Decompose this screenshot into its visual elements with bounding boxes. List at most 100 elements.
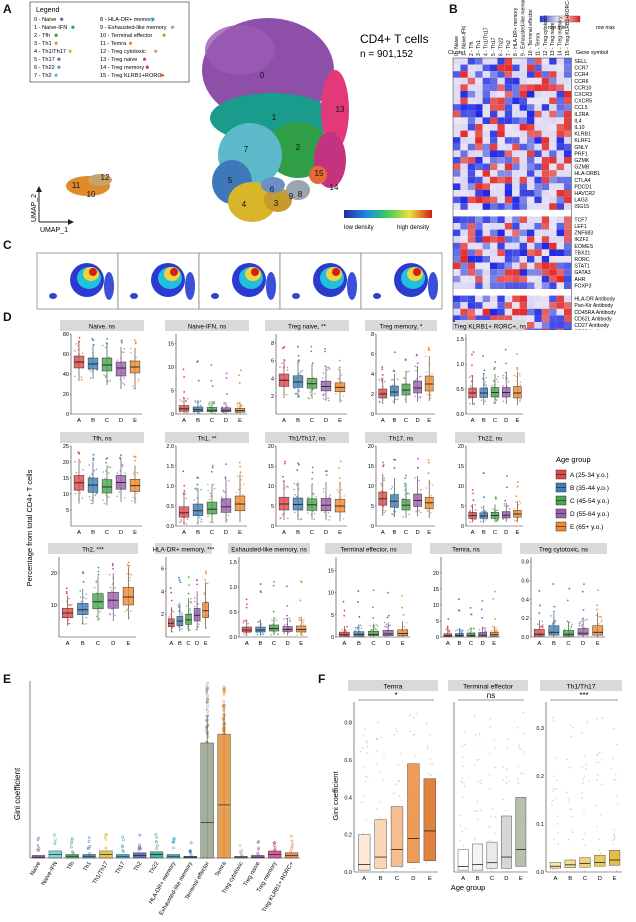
box-point: [571, 623, 573, 626]
box-point: [518, 372, 521, 375]
facet-xtick: E: [338, 418, 342, 424]
box-point: [177, 604, 179, 606]
panel-f-point: [553, 787, 556, 790]
density-label-A: A: [40, 250, 46, 252]
heat-cell: [453, 223, 461, 230]
heat-cell: [467, 91, 476, 98]
panel-f-box: [500, 815, 512, 869]
panel-f-box: [515, 797, 527, 867]
heat-cell: [497, 170, 505, 177]
facet-ytick: 10: [458, 484, 464, 490]
panel-f-ytick: 0.3: [536, 726, 544, 732]
box-point: [95, 615, 98, 618]
heat-cell: [482, 84, 490, 91]
box-point: [402, 516, 405, 518]
legend-dot-cluster-15: [159, 73, 163, 77]
box-point: [369, 635, 372, 638]
panel-f-point: [600, 813, 602, 816]
heat-cell: [564, 163, 572, 171]
facet-xtick: E: [515, 418, 519, 424]
box-outlier: [65, 591, 68, 593]
heat-cell: [490, 282, 498, 289]
box-outlier: [128, 564, 131, 567]
heat-cell: [504, 143, 513, 151]
panel-f-xtick: B: [568, 876, 572, 882]
panel-f-ytick: 0.8: [344, 721, 352, 727]
facet-title: Naive, ns: [89, 324, 115, 331]
heatmap-row-7: CCL5: [574, 105, 587, 111]
box-point: [299, 633, 302, 635]
box-point: [425, 371, 428, 373]
age-legend-label: D (55-64 y.o.): [570, 511, 609, 518]
facet-xtick: B: [296, 418, 300, 424]
heat-cell: [527, 77, 535, 85]
box-point: [346, 626, 349, 628]
heat-cell: [453, 110, 461, 118]
facet-xtick: A: [381, 418, 385, 424]
heat-cell: [467, 71, 476, 78]
box-point: [88, 464, 91, 466]
heat-cell: [460, 163, 468, 171]
density-label-B: B: [121, 250, 126, 252]
box-point: [383, 479, 385, 482]
heat-cell: [460, 196, 468, 204]
gini-e-outlier: [222, 692, 226, 696]
box-outlier: [342, 600, 345, 603]
box-outlier: [92, 339, 95, 342]
box-point: [485, 386, 488, 388]
heatmap-col-9: 9 - Exhausted-like memory: [521, 0, 527, 56]
box-point: [301, 369, 303, 372]
box-outlier: [393, 351, 396, 354]
heat-cell: [512, 117, 520, 124]
box-point: [326, 368, 329, 371]
box-point: [339, 484, 342, 487]
box-point: [122, 351, 125, 354]
heat-cell: [482, 256, 490, 263]
box-point: [198, 412, 201, 415]
box-point: [123, 377, 125, 379]
panel-f-xtick: A: [461, 876, 465, 882]
heat-cell: [541, 256, 550, 263]
heat-cell: [504, 137, 513, 144]
heat-cell: [482, 249, 490, 256]
box-outlier: [239, 369, 242, 372]
legend-label-cluster-15: 15 - Treg KLRB1+RORC+: [100, 73, 165, 79]
box-point: [514, 501, 517, 503]
box-outlier: [338, 368, 340, 371]
box-point: [130, 351, 132, 354]
facet-ytick: 5: [461, 504, 464, 510]
heat-cell: [460, 143, 468, 151]
panel-f-point: [475, 810, 478, 813]
box-point: [79, 590, 82, 592]
box-point: [241, 494, 244, 496]
heat-cell: [541, 269, 550, 276]
heat-cell: [556, 97, 564, 105]
gini-e-outlier: [87, 846, 91, 850]
box-point: [242, 621, 244, 624]
box-outlier: [224, 477, 227, 480]
facet-ytick: 1.5: [229, 560, 237, 566]
box-point: [468, 402, 471, 405]
box-iqr: [268, 624, 280, 632]
box-outlier: [596, 604, 598, 607]
density-blob-core: [170, 268, 178, 276]
heat-cell: [490, 256, 498, 263]
box-point: [311, 389, 314, 391]
heat-cell: [556, 282, 564, 289]
heat-cell: [460, 157, 468, 164]
heat-cell: [504, 104, 513, 111]
box-point: [570, 625, 572, 628]
heat-cell: [519, 216, 527, 223]
box-outlier: [458, 609, 460, 612]
box-point: [482, 521, 485, 523]
box-point: [109, 613, 111, 616]
box-outlier: [273, 580, 275, 583]
gini-e-outlier: [154, 840, 158, 844]
box-iqr: [320, 498, 332, 512]
panel-f-point: [362, 832, 364, 835]
box-point: [239, 484, 241, 486]
box-point: [307, 396, 309, 399]
box-point: [130, 347, 132, 350]
heat-cell: [490, 71, 498, 78]
